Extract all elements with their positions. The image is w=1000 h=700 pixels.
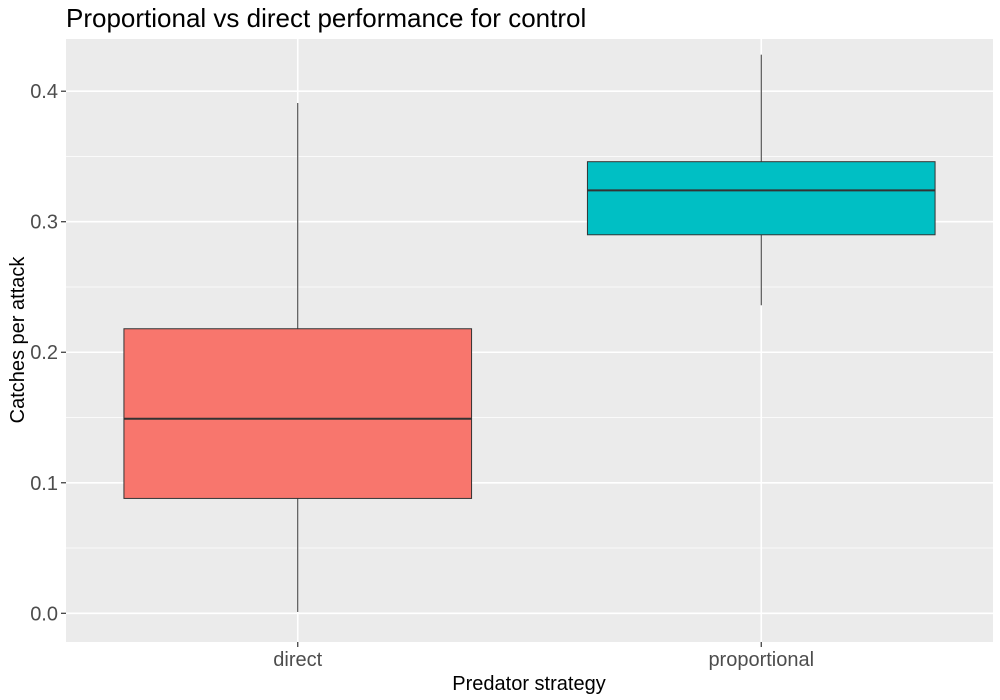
x-axis-title: Predator strategy: [452, 673, 605, 695]
x-tick-label: proportional: [708, 649, 814, 671]
y-tick-label: 0.1: [30, 473, 58, 495]
y-tick-label: 0.4: [30, 81, 58, 103]
x-tick-label: direct: [273, 649, 322, 671]
x-axis: direct proportional: [273, 642, 814, 671]
y-axis: 0.0 0.1 0.2 0.3 0.4: [30, 81, 66, 625]
y-tick-label: 0.3: [30, 212, 58, 234]
y-tick-label: 0.0: [30, 603, 58, 625]
box-proportional: [586, 161, 936, 236]
y-tick-label: 0.2: [30, 342, 58, 364]
box-direct: [123, 328, 473, 499]
chart-title: Proportional vs direct performance for c…: [66, 3, 586, 33]
boxes: [123, 54, 936, 612]
y-axis-title: Catches per attack: [7, 256, 29, 424]
